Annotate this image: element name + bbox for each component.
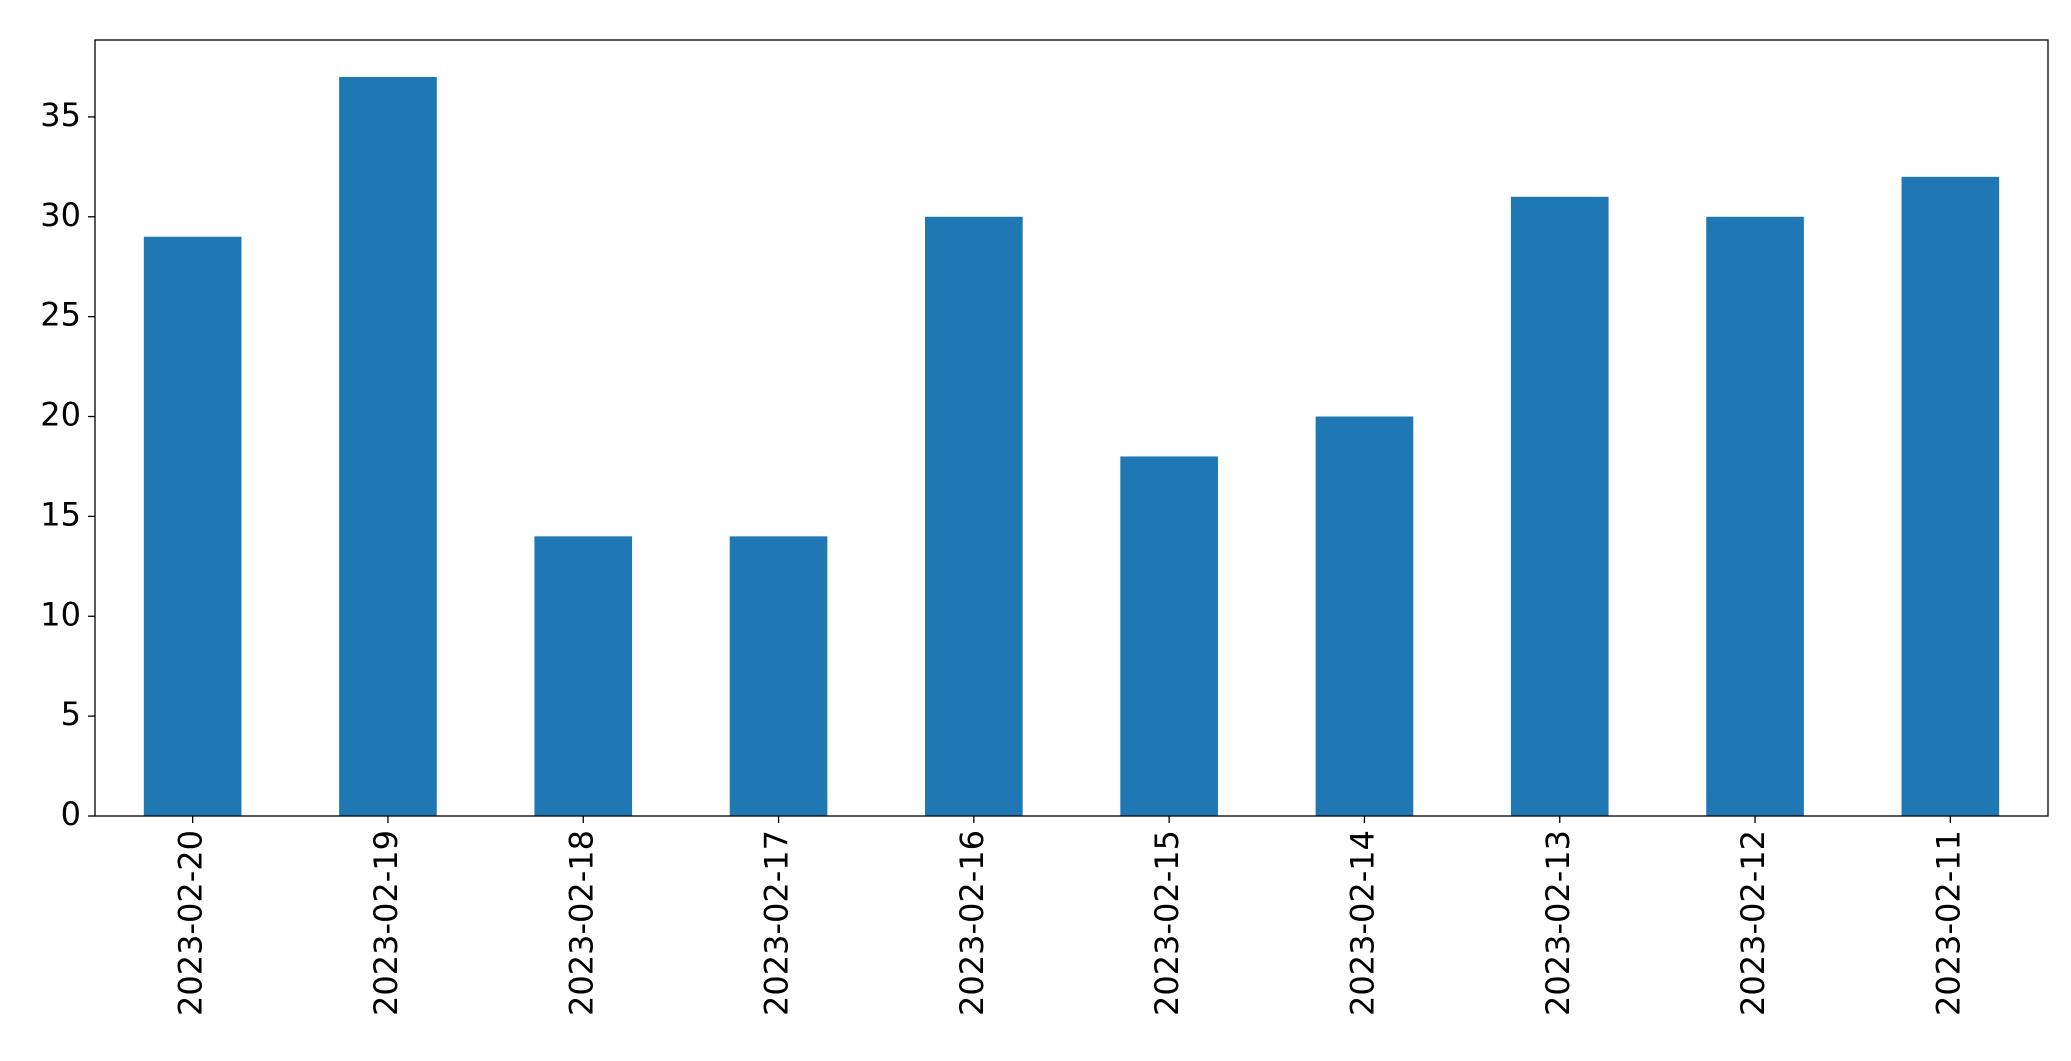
bar — [143, 236, 242, 816]
x-tick-label: 2023-02-11 — [1929, 830, 1967, 1016]
y-tick-label: 35 — [40, 96, 81, 134]
bar — [1901, 176, 2000, 817]
x-tick-label: 2023-02-13 — [1539, 830, 1577, 1016]
x-tick-label: 2023-02-18 — [562, 830, 600, 1016]
plot-frame — [94, 39, 2049, 817]
x-tick-label: 2023-02-19 — [367, 830, 405, 1016]
y-tick-label: 30 — [40, 196, 81, 234]
y-tick-label: 15 — [40, 495, 81, 533]
y-tick-label: 5 — [61, 695, 81, 733]
bar — [534, 536, 633, 816]
y-tick-label: 0 — [61, 795, 81, 833]
bar — [1315, 416, 1414, 816]
x-tick-label: 2023-02-20 — [172, 830, 210, 1016]
x-tick-label: 2023-02-17 — [758, 830, 796, 1016]
y-tick-label: 10 — [40, 595, 81, 633]
x-tick-label: 2023-02-14 — [1343, 830, 1381, 1016]
y-tick-label: 25 — [40, 296, 81, 334]
bar — [1706, 216, 1804, 816]
x-tick-label: 2023-02-12 — [1734, 830, 1772, 1016]
bar — [339, 76, 437, 816]
x-tick-label: 2023-02-15 — [1148, 830, 1186, 1016]
bar — [925, 216, 1023, 816]
bar — [1510, 196, 1609, 816]
bar — [1120, 456, 1218, 816]
y-tick-label: 20 — [40, 396, 81, 434]
x-tick-label: 2023-02-16 — [953, 830, 991, 1016]
bar — [729, 536, 828, 816]
